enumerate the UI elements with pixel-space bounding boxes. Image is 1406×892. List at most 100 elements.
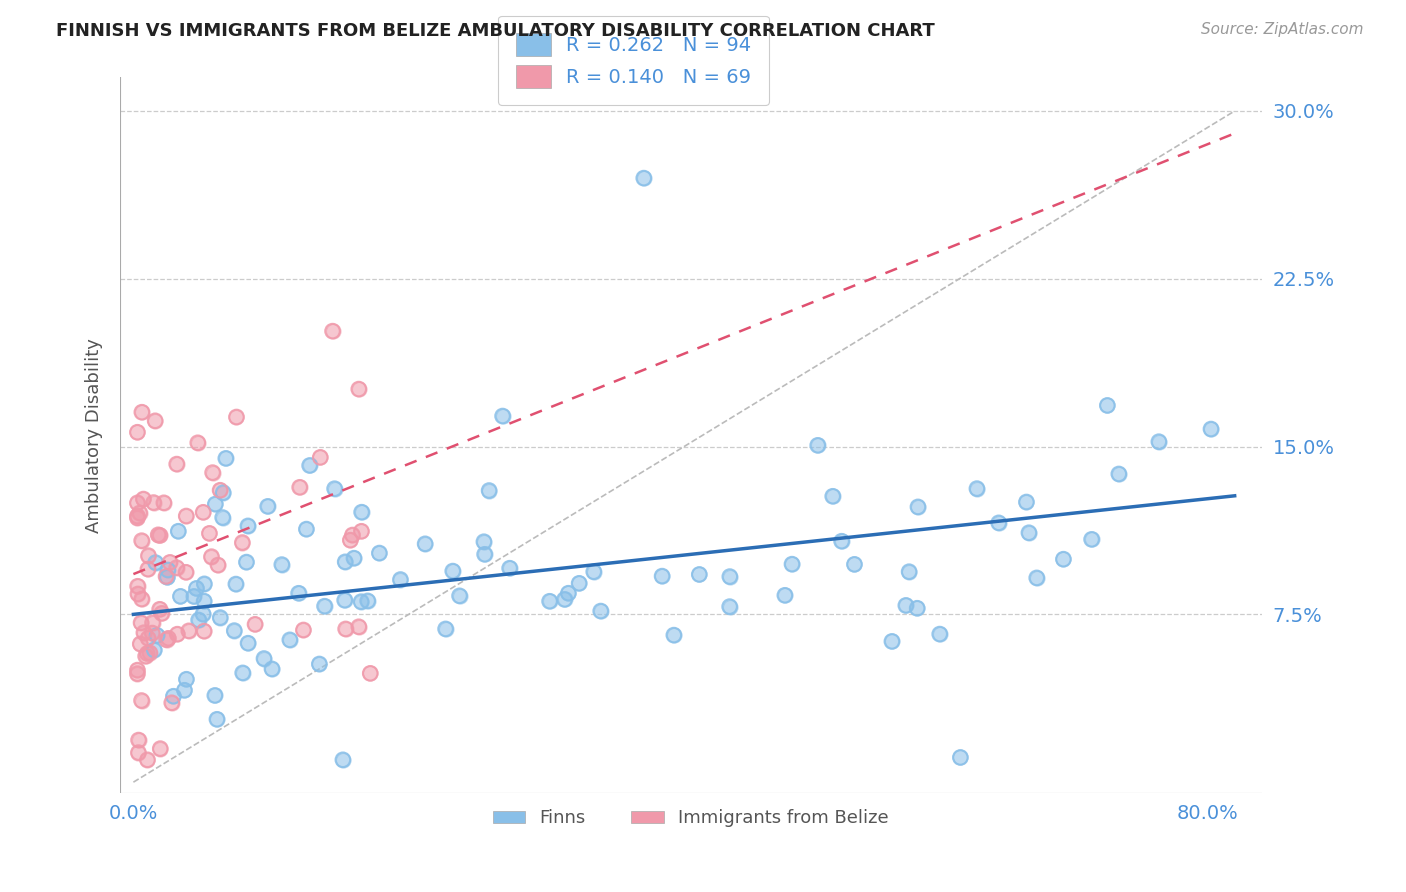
- Point: [308, 657, 330, 671]
- Point: [295, 522, 318, 536]
- Point: [127, 587, 149, 601]
- Point: [773, 588, 796, 602]
- Point: [538, 594, 561, 608]
- Point: [127, 663, 149, 677]
- Point: [187, 613, 209, 627]
- Point: [350, 505, 373, 519]
- Point: [309, 450, 332, 465]
- Point: [129, 637, 152, 651]
- Point: [191, 607, 214, 621]
- Point: [1147, 434, 1170, 449]
- Point: [335, 555, 357, 569]
- Point: [204, 497, 226, 511]
- Point: [949, 750, 972, 764]
- Point: [149, 602, 172, 616]
- Text: FINNISH VS IMMIGRANTS FROM BELIZE AMBULATORY DISABILITY CORRELATION CHART: FINNISH VS IMMIGRANTS FROM BELIZE AMBULA…: [56, 22, 935, 40]
- Point: [821, 489, 844, 503]
- Point: [166, 560, 188, 574]
- Point: [173, 683, 195, 698]
- Point: [162, 690, 184, 704]
- Point: [256, 500, 278, 514]
- Point: [143, 414, 166, 428]
- Point: [235, 555, 257, 569]
- Point: [146, 528, 169, 542]
- Point: [131, 592, 153, 607]
- Point: [243, 617, 266, 632]
- Point: [174, 566, 197, 580]
- Point: [141, 615, 163, 630]
- Point: [339, 533, 361, 548]
- Point: [127, 666, 149, 681]
- Point: [156, 570, 179, 584]
- Point: [987, 516, 1010, 530]
- Point: [350, 524, 373, 539]
- Point: [270, 558, 292, 572]
- Point: [231, 535, 253, 549]
- Point: [288, 480, 311, 494]
- Point: [880, 634, 903, 648]
- Point: [231, 535, 253, 549]
- Point: [131, 405, 153, 419]
- Point: [149, 528, 172, 542]
- Point: [907, 500, 929, 514]
- Point: [1018, 525, 1040, 540]
- Point: [1025, 571, 1047, 585]
- Point: [347, 382, 370, 396]
- Point: [1199, 422, 1222, 436]
- Point: [129, 637, 152, 651]
- Point: [243, 617, 266, 632]
- Point: [651, 569, 673, 583]
- Point: [212, 485, 235, 500]
- Point: [898, 565, 921, 579]
- Point: [136, 647, 159, 661]
- Point: [350, 595, 373, 609]
- Point: [193, 577, 215, 591]
- Point: [335, 555, 357, 569]
- Point: [160, 696, 183, 710]
- Point: [167, 524, 190, 539]
- Point: [155, 569, 177, 583]
- Point: [1025, 571, 1047, 585]
- Point: [292, 623, 315, 637]
- Point: [136, 562, 159, 576]
- Point: [335, 622, 357, 636]
- Point: [773, 588, 796, 602]
- Point: [295, 522, 318, 536]
- Point: [880, 634, 903, 648]
- Point: [135, 649, 157, 664]
- Point: [1080, 533, 1102, 547]
- Point: [253, 651, 276, 665]
- Point: [193, 624, 215, 638]
- Point: [198, 526, 221, 541]
- Point: [141, 615, 163, 630]
- Point: [589, 604, 612, 618]
- Y-axis label: Ambulatory Disability: Ambulatory Disability: [86, 338, 103, 533]
- Point: [225, 577, 247, 591]
- Point: [718, 599, 741, 614]
- Text: Source: ZipAtlas.com: Source: ZipAtlas.com: [1201, 22, 1364, 37]
- Point: [356, 594, 378, 608]
- Point: [149, 528, 172, 542]
- Point: [434, 622, 457, 636]
- Point: [350, 595, 373, 609]
- Point: [128, 733, 150, 747]
- Point: [413, 537, 436, 551]
- Point: [146, 528, 169, 542]
- Point: [132, 491, 155, 506]
- Point: [136, 632, 159, 646]
- Point: [332, 753, 354, 767]
- Point: [472, 534, 495, 549]
- Point: [141, 626, 163, 640]
- Point: [718, 569, 741, 583]
- Point: [191, 505, 214, 519]
- Point: [278, 632, 301, 647]
- Point: [322, 324, 344, 338]
- Point: [557, 586, 579, 600]
- Point: [557, 586, 579, 600]
- Point: [1052, 552, 1074, 566]
- Point: [356, 594, 378, 608]
- Point: [844, 558, 866, 572]
- Point: [127, 425, 149, 440]
- Point: [359, 666, 381, 681]
- Point: [127, 496, 149, 510]
